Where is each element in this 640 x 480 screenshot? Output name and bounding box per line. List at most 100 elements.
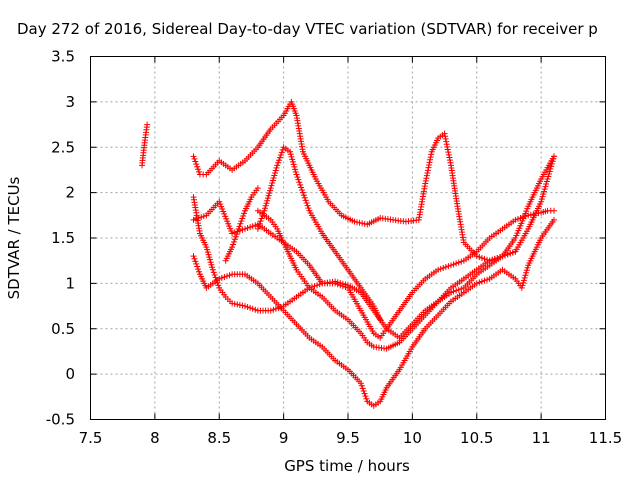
data-point: [458, 258, 465, 265]
data-point: [422, 177, 429, 184]
data-point: [359, 220, 366, 227]
data-point: [453, 287, 460, 294]
data-point: [206, 254, 213, 261]
data-point: [267, 187, 274, 194]
data-point: [231, 300, 238, 307]
data-point: [256, 220, 263, 227]
data-point: [261, 207, 268, 214]
data-point: [458, 285, 465, 292]
data-point: [272, 169, 279, 176]
data-point: [255, 223, 262, 230]
data-point: [290, 161, 297, 168]
data-point: [339, 280, 346, 287]
y-tick-label: 3: [65, 93, 75, 111]
data-point: [299, 187, 306, 194]
data-point: [443, 138, 450, 145]
data-point: [442, 133, 449, 140]
series-A: [190, 98, 519, 264]
data-point: [240, 212, 247, 219]
data-point: [262, 205, 269, 212]
data-point: [551, 153, 557, 160]
data-point: [496, 254, 503, 261]
data-point: [229, 244, 236, 251]
data-point: [543, 181, 550, 188]
y-tick-label: 2.5: [51, 138, 75, 156]
data-point: [247, 304, 254, 311]
data-point: [332, 278, 339, 285]
y-tick-label: 3.5: [51, 48, 75, 66]
x-tick-label: 11.5: [589, 429, 622, 447]
data-point: [213, 277, 220, 284]
data-point: [239, 302, 246, 309]
data-point: [144, 121, 151, 128]
data-point: [514, 215, 521, 222]
data-point: [424, 169, 431, 176]
data-point: [295, 176, 302, 183]
data-point: [272, 167, 279, 174]
x-tick-label: 7.5: [79, 429, 103, 447]
data-point: [296, 179, 303, 186]
data-point: [527, 211, 534, 218]
data-point: [473, 280, 480, 287]
data-point: [265, 192, 272, 199]
data-point: [292, 168, 299, 175]
data-point: [301, 194, 308, 201]
x-tick-label: 8: [150, 429, 160, 447]
data-point: [545, 170, 552, 177]
data-point: [377, 316, 384, 323]
data-point: [249, 305, 256, 312]
data-point: [538, 198, 545, 205]
data-point: [270, 306, 277, 313]
data-point: [521, 274, 528, 281]
data-point: [360, 387, 367, 394]
series-isolated: [139, 121, 151, 169]
data-point: [444, 146, 451, 153]
x-tick-label: 8.5: [207, 429, 231, 447]
data-point: [275, 159, 282, 166]
data-point: [192, 258, 199, 265]
data-point: [259, 212, 266, 219]
data-point: [455, 259, 462, 266]
data-point: [334, 279, 341, 286]
series-D: [190, 153, 557, 341]
data-point: [193, 161, 200, 168]
data-point: [551, 207, 557, 214]
data-point: [215, 282, 222, 289]
data-point: [194, 263, 201, 270]
data-point: [509, 249, 516, 256]
data-point: [289, 158, 296, 165]
data-point: [204, 246, 211, 253]
tick-marks: [90, 56, 606, 420]
data-point: [491, 255, 498, 262]
data-point: [252, 222, 259, 229]
data-point: [207, 259, 214, 266]
data-point: [357, 380, 364, 387]
data-point: [191, 155, 198, 162]
data-point: [208, 261, 215, 268]
data-point: [426, 159, 433, 166]
data-point: [453, 260, 460, 267]
data-point: [478, 254, 485, 261]
data-point: [229, 230, 236, 237]
data-point: [190, 153, 197, 160]
data-point: [198, 214, 205, 221]
data-point: [269, 177, 276, 184]
data-point: [263, 200, 270, 207]
data-point: [230, 241, 237, 248]
x-tick-label: 11: [532, 429, 551, 447]
data-point: [244, 225, 251, 232]
data-point: [212, 274, 219, 281]
data-point: [481, 277, 488, 284]
data-point: [445, 263, 452, 270]
data-point: [192, 158, 199, 165]
data-point: [252, 306, 259, 313]
y-tick-label: 2: [65, 184, 75, 202]
data-points: [139, 98, 557, 409]
data-point: [242, 303, 248, 310]
x-axis-label: GPS time / hours: [284, 457, 410, 475]
data-point: [300, 192, 307, 199]
y-tick-label: 0: [65, 365, 75, 383]
data-point: [190, 216, 197, 223]
data-point: [241, 210, 248, 217]
